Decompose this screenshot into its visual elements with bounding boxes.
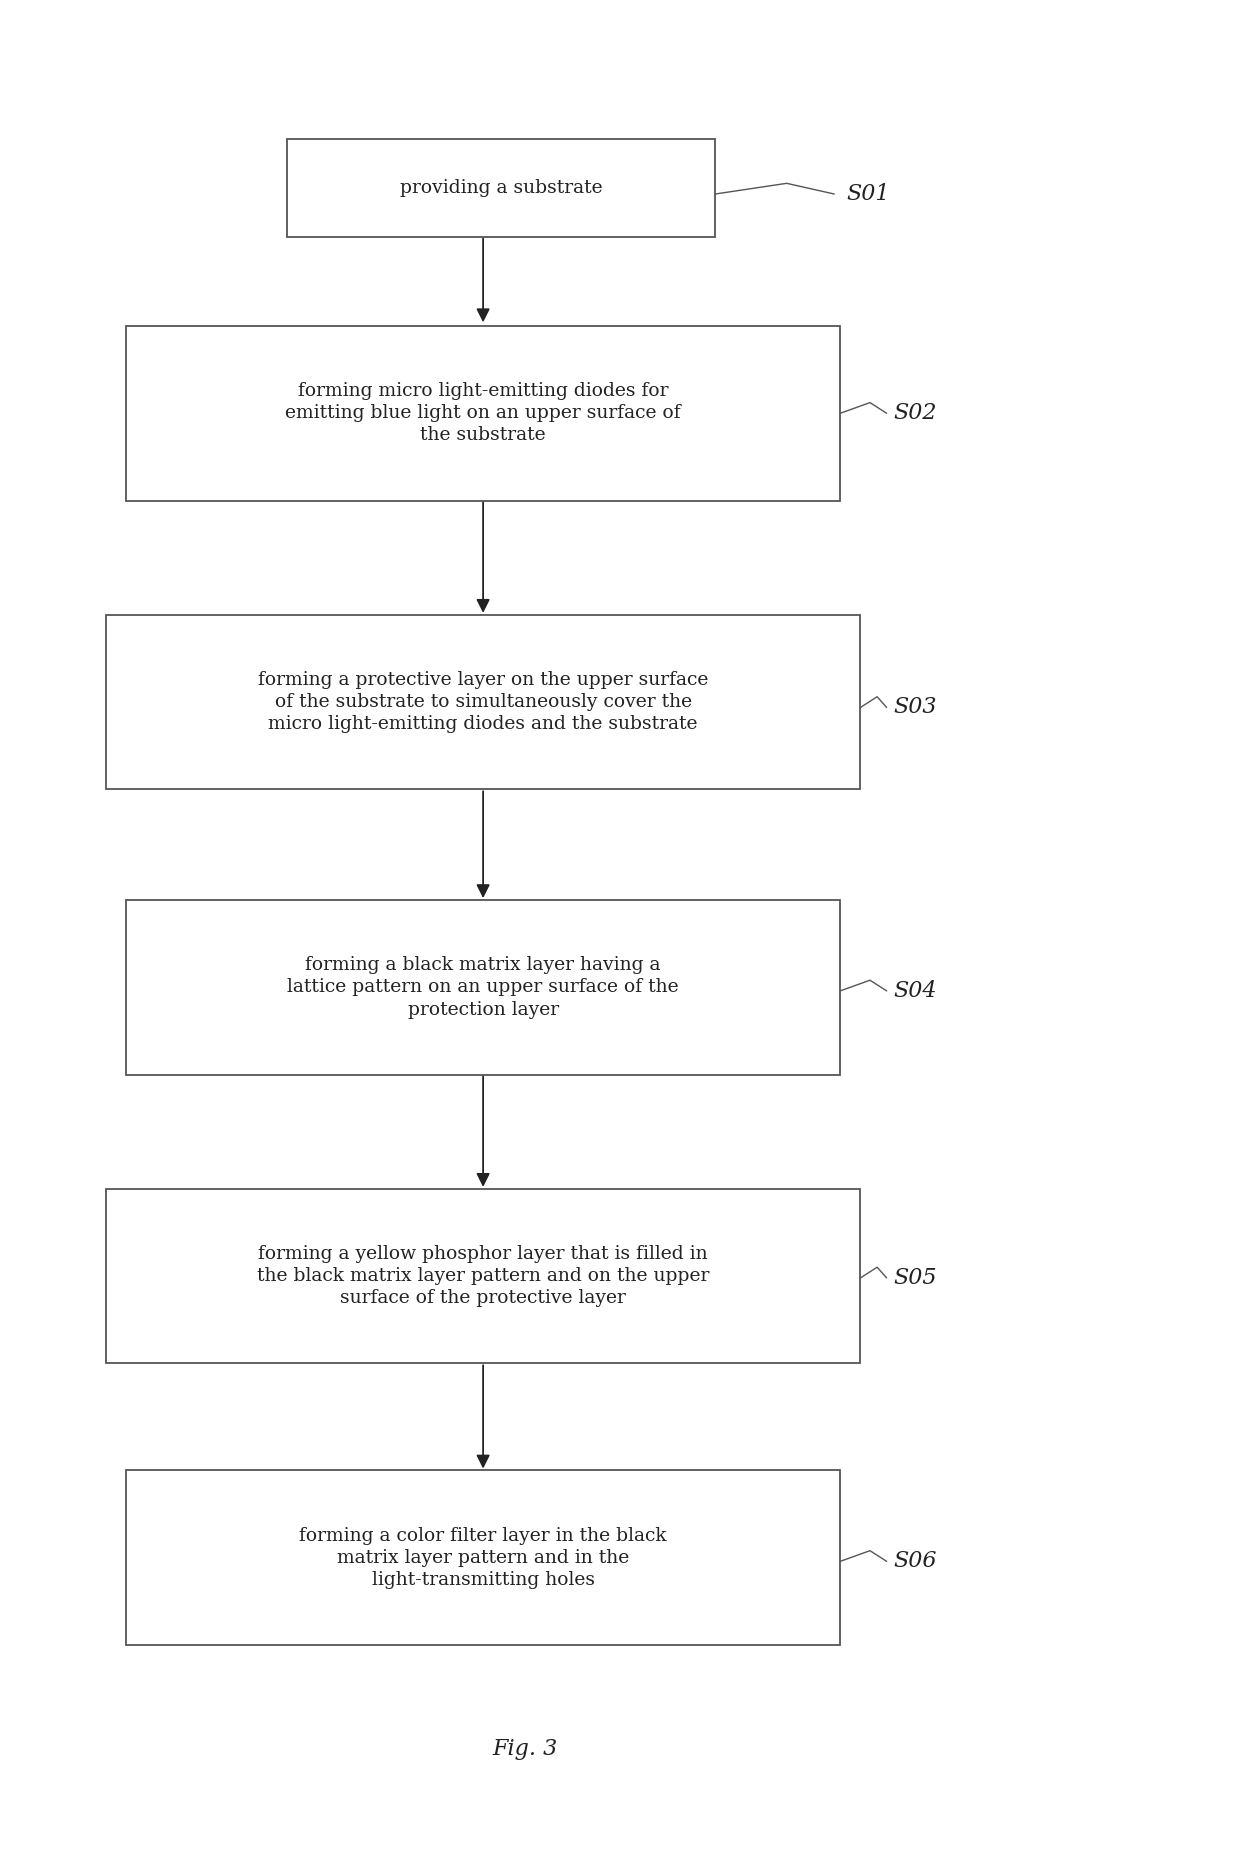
Bar bbox=[105, 615, 861, 789]
Bar bbox=[126, 901, 841, 1075]
Text: S04: S04 bbox=[894, 980, 937, 1003]
Text: forming a yellow phosphor layer that is filled in
the black matrix layer pattern: forming a yellow phosphor layer that is … bbox=[257, 1244, 709, 1307]
Text: providing a substrate: providing a substrate bbox=[399, 178, 603, 197]
Text: forming a black matrix layer having a
lattice pattern on an upper surface of the: forming a black matrix layer having a la… bbox=[288, 956, 680, 1018]
Text: S01: S01 bbox=[846, 184, 889, 204]
Bar bbox=[105, 1188, 861, 1363]
Bar bbox=[286, 139, 715, 238]
Text: S06: S06 bbox=[894, 1551, 937, 1573]
Text: S02: S02 bbox=[894, 403, 937, 423]
Bar bbox=[126, 1471, 841, 1645]
Text: S05: S05 bbox=[894, 1266, 937, 1289]
Text: forming a color filter layer in the black
matrix layer pattern and in the
light-: forming a color filter layer in the blac… bbox=[299, 1526, 667, 1590]
Text: Fig. 3: Fig. 3 bbox=[492, 1738, 558, 1760]
Text: S03: S03 bbox=[894, 696, 937, 719]
Text: forming micro light-emitting diodes for
emitting blue light on an upper surface : forming micro light-emitting diodes for … bbox=[285, 383, 681, 444]
Bar bbox=[126, 327, 841, 501]
Text: forming a protective layer on the upper surface
of the substrate to simultaneous: forming a protective layer on the upper … bbox=[258, 670, 708, 734]
